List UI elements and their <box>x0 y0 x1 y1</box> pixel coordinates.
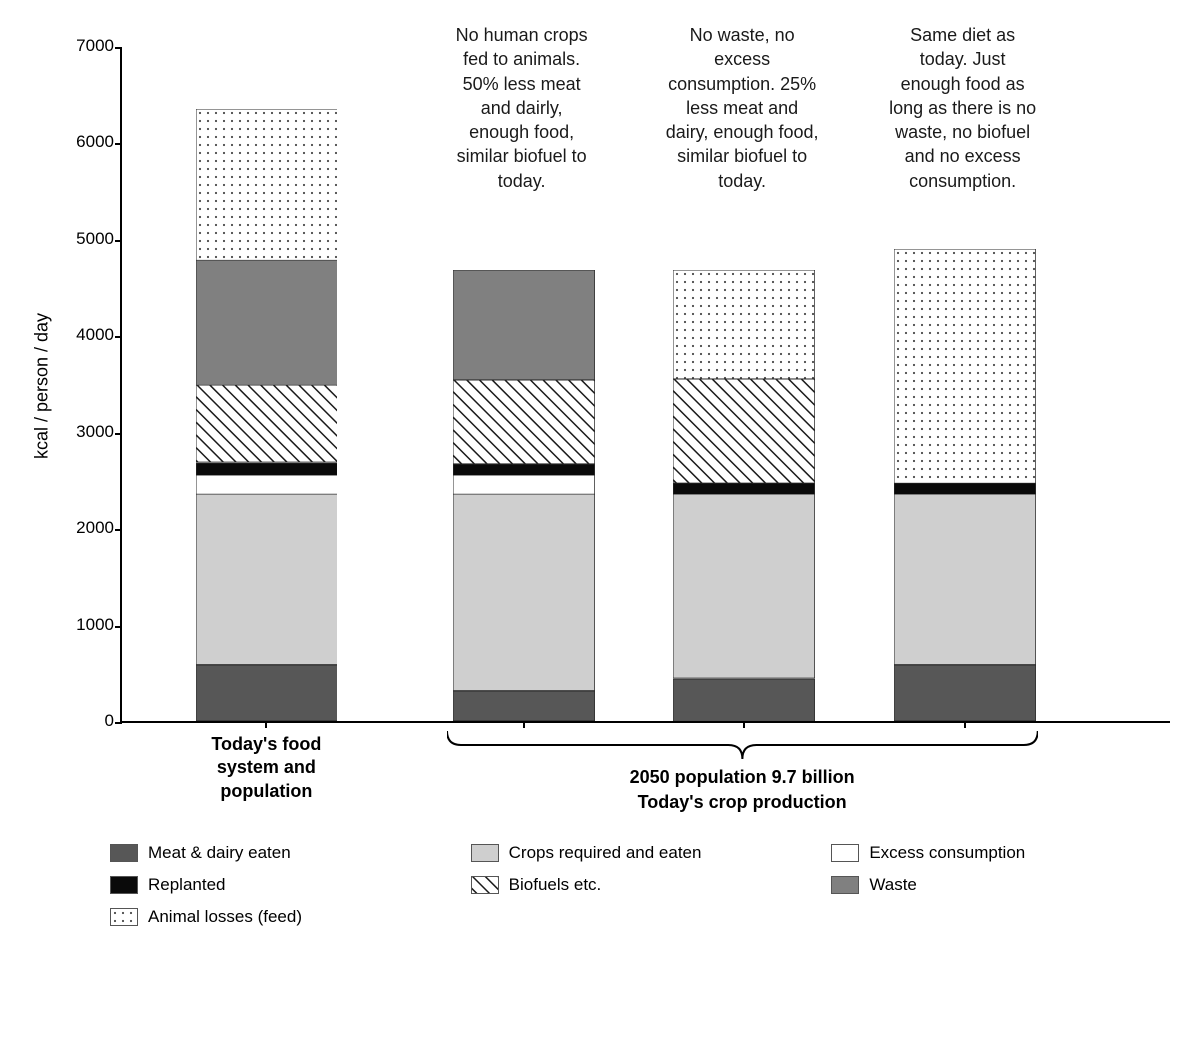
group-label: 2050 population 9.7 billionToday's crop … <box>447 765 1038 815</box>
legend: Meat & dairy eaten Crops required and eat… <box>110 843 1180 927</box>
ytick-label: 2000 <box>76 518 122 538</box>
legend-item-excess: Excess consumption <box>831 843 1180 863</box>
segment-crops_eaten <box>894 494 1036 665</box>
bar-scenario_b <box>453 270 595 721</box>
legend-item-replanted: Replanted <box>110 875 459 895</box>
legend-label: Crops required and eaten <box>509 843 702 863</box>
legend-swatch <box>831 844 859 862</box>
group-brace <box>447 731 1038 759</box>
segment-waste <box>196 260 338 385</box>
ytick-label: 7000 <box>76 36 122 56</box>
legend-item-crops_eaten: Crops required and eaten <box>471 843 820 863</box>
legend-label: Biofuels etc. <box>509 875 602 895</box>
segment-excess <box>453 475 595 494</box>
legend-label: Excess consumption <box>869 843 1025 863</box>
legend-item-animal_loss: Animal losses (feed) <box>110 907 459 927</box>
xtick-mark <box>523 721 525 728</box>
segment-biofuels <box>196 385 338 462</box>
segment-meat_dairy <box>673 679 815 721</box>
segment-waste <box>453 270 595 380</box>
segment-animal_loss <box>673 270 815 379</box>
legend-label: Animal losses (feed) <box>148 907 302 927</box>
segment-crops_eaten <box>673 494 815 678</box>
y-axis-label: kcal / person / day <box>32 312 53 458</box>
segment-replanted <box>673 483 815 495</box>
bar-scenario_d <box>894 249 1036 722</box>
chart-figure: 0 1000 2000 3000 4000 5000 6000 7000 Today's foo… <box>20 20 1192 1032</box>
bar-scenario_c <box>673 270 815 721</box>
legend-swatch <box>831 876 859 894</box>
ytick-label: 1000 <box>76 615 122 635</box>
legend-item-biofuels: Biofuels etc. <box>471 875 820 895</box>
legend-label: Replanted <box>148 875 226 895</box>
segment-crops_eaten <box>196 494 338 665</box>
legend-item-waste: Waste <box>831 875 1180 895</box>
legend-label: Waste <box>869 875 917 895</box>
segment-excess <box>196 475 338 494</box>
segment-crops_eaten <box>453 494 595 691</box>
segment-animal_loss <box>196 109 338 260</box>
segment-meat_dairy <box>196 665 338 721</box>
ytick-label: 3000 <box>76 422 122 442</box>
bar-today <box>196 109 338 721</box>
segment-meat_dairy <box>894 665 1036 721</box>
ytick-label: 4000 <box>76 325 122 345</box>
ytick-label: 6000 <box>76 132 122 152</box>
segment-meat_dairy <box>453 691 595 721</box>
segment-replanted <box>453 464 595 476</box>
xtick-mark <box>743 721 745 728</box>
segment-biofuels <box>673 379 815 483</box>
xtick-mark <box>964 721 966 728</box>
segment-replanted <box>196 463 338 476</box>
legend-swatch <box>110 908 138 926</box>
annotation-scenario_d: Same diet astoday. Justenough food aslon… <box>829 23 1097 193</box>
legend-label: Meat & dairy eaten <box>148 843 291 863</box>
legend-swatch <box>471 876 499 894</box>
legend-swatch <box>471 844 499 862</box>
ytick-label: 5000 <box>76 229 122 249</box>
segment-replanted <box>894 483 1036 495</box>
legend-item-meat_dairy: Meat & dairy eaten <box>110 843 459 863</box>
legend-swatch <box>110 844 138 862</box>
legend-swatch <box>110 876 138 894</box>
bar-label-today: Today's foodsystem andpopulation <box>148 721 384 803</box>
segment-biofuels <box>453 380 595 464</box>
segment-animal_loss <box>894 249 1036 483</box>
ytick-label: 0 <box>105 711 122 731</box>
